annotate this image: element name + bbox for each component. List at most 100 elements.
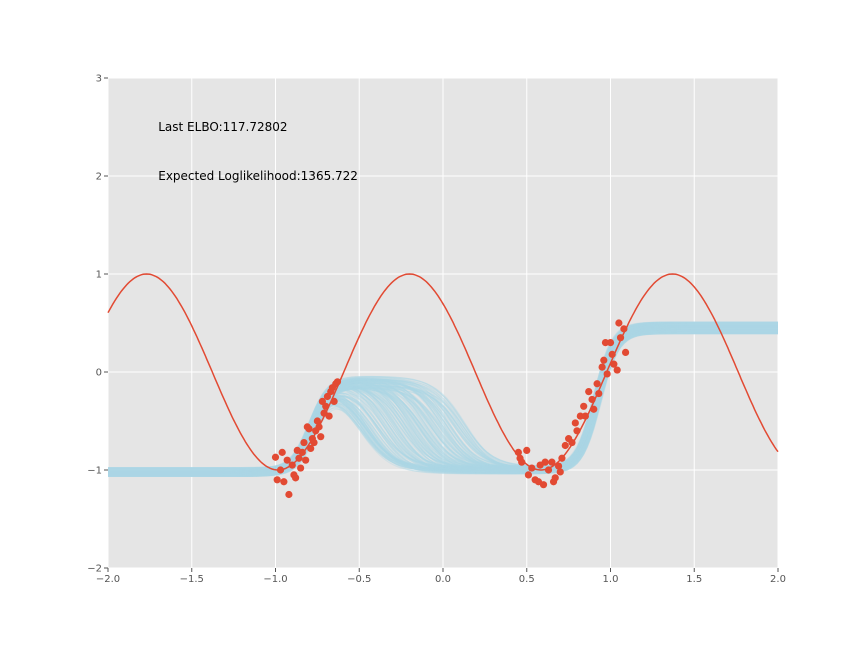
data-point [288,461,296,469]
posterior-sample-line [108,326,778,473]
posterior-sample-line [108,331,778,475]
posterior-sample-line [108,326,778,472]
posterior-sample-line [108,327,778,472]
posterior-sample-line [108,322,778,472]
data-point [333,378,342,386]
posterior-sample-line [108,326,778,473]
posterior-sample-line [108,328,778,474]
posterior-sample-line [108,326,778,474]
posterior-sample-line [108,326,778,475]
data-point [285,490,293,499]
posterior-sample-line [108,323,778,473]
data-point [313,417,321,425]
posterior-sample-line [108,333,778,471]
posterior-sample-line [108,325,778,471]
posterior-sample-line [108,328,778,473]
posterior-sample-line [108,328,778,472]
posterior-sample-line [108,326,778,473]
posterior-sample-line [108,332,778,470]
posterior-sample-line [108,323,778,470]
posterior-sample-line [108,329,778,474]
posterior-sample-line [108,328,778,474]
posterior-sample-line [108,324,778,476]
posterior-sample-line [108,325,778,477]
posterior-sample-line [108,328,778,477]
posterior-sample-line [108,327,778,475]
posterior-sample-line [108,327,778,470]
data-point [325,412,333,420]
posterior-sample-line [108,330,778,474]
data-point [556,468,564,476]
data-point [616,334,625,342]
posterior-sample-line [108,321,778,473]
posterior-sample-line [108,326,778,477]
posterior-sample-line [108,326,778,473]
posterior-sample-line [108,331,778,473]
data-point [606,339,615,347]
posterior-sample-line [108,326,778,472]
posterior-sample-line [108,322,778,473]
posterior-sample-line [108,329,778,475]
posterior-sample-line [108,325,778,474]
data-point [276,466,285,474]
posterior-sample-line [108,332,778,474]
data-point [518,458,526,466]
posterior-sample-line [108,325,778,472]
posterior-sample-line [108,328,778,475]
y-tick-label: −1 [87,466,102,477]
posterior-sample-line [108,330,778,474]
posterior-sample-line [108,326,778,469]
data-point [292,474,300,482]
posterior-sample-line [108,331,778,474]
posterior-sample-line [108,331,778,472]
posterior-sample-line [108,325,778,474]
posterior-sample-line [108,332,778,473]
posterior-sample-line [108,327,778,476]
data-point [541,458,549,466]
posterior-sample-line [108,322,778,476]
posterior-sample-line [108,330,778,470]
posterior-sample-line [108,329,778,470]
data-point [278,448,286,456]
posterior-sample-line [108,327,778,474]
posterior-sample-line [108,330,778,474]
posterior-sample-line [108,328,778,472]
posterior-sample-line [108,327,778,477]
posterior-sample-line [108,322,778,473]
posterior-sample-line [108,321,778,476]
posterior-sample-line [108,328,778,472]
data-point [554,462,563,470]
posterior-sample-line [108,328,778,477]
posterior-sample-line [108,332,778,472]
posterior-sample-line [108,322,778,475]
posterior-sample-line [108,331,778,476]
posterior-sample-line [108,322,778,474]
data-point [298,448,306,456]
data-point [590,405,598,413]
posterior-sample-line [108,331,778,476]
data-point [571,419,579,427]
x-tick-label: 2.0 [770,574,786,585]
posterior-sample-line [108,321,778,473]
posterior-sample-line [108,332,778,473]
posterior-sample-line [108,332,778,471]
data-point [528,464,536,472]
data-point [523,446,531,454]
posterior-sample-line [108,326,778,471]
posterior-sample-line [108,322,778,475]
posterior-sample-line [108,329,778,472]
posterior-sample-line [108,333,778,472]
posterior-sample-line [108,327,778,475]
elbo-annotation: Last ELBO:117.72802 [158,120,287,134]
posterior-sample-line [108,328,778,474]
posterior-sample-line [108,330,778,471]
posterior-sample-line [108,332,778,471]
posterior-sample-line [108,326,778,472]
posterior-sample-line [108,322,778,474]
x-tick-label: 0.5 [519,574,535,585]
posterior-sample-line [108,321,778,475]
x-axis-ticks: −2.0 −1.5 −1.0 −0.5 0.0 0.5 1.0 1.5 2.0 [96,568,786,585]
posterior-sample-line [108,323,778,477]
x-tick-label: −2.0 [96,574,120,585]
